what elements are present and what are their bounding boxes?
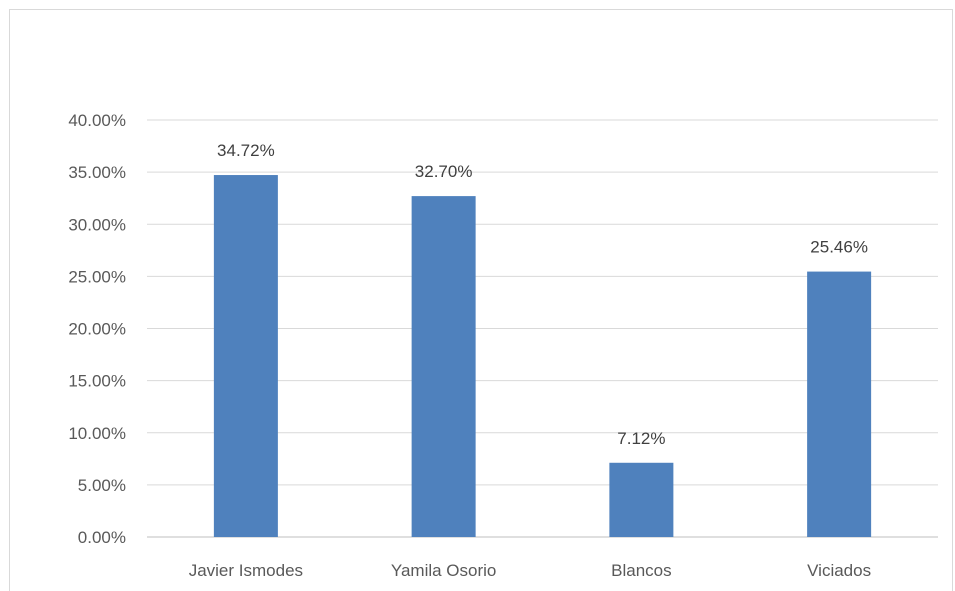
data-label: 34.72%: [217, 141, 275, 160]
data-labels: 34.72% 32.70% 7.12% 25.46%: [217, 141, 868, 448]
x-category-label: Javier Ismodes: [189, 561, 303, 580]
y-axis-ticks: 0.00% 5.00% 10.00% 15.00% 20.00% 25.00% 30.00%…: [68, 111, 126, 547]
y-tick-label: 5.00%: [78, 476, 126, 495]
y-tick-label: 40.00%: [68, 111, 126, 130]
x-category-label: Blancos: [611, 561, 671, 580]
y-tick-label: 30.00%: [68, 215, 126, 234]
x-axis-categories: Javier Ismodes Yamila Osorio Blancos Viciad…: [189, 561, 871, 580]
x-category-label: Yamila Osorio: [391, 561, 497, 580]
y-tick-label: 15.00%: [68, 372, 126, 391]
data-label: 32.70%: [415, 162, 473, 181]
y-tick-label: 35.00%: [68, 163, 126, 182]
data-label: 25.46%: [810, 238, 868, 257]
bar: [807, 271, 872, 537]
y-tick-label: 10.00%: [68, 424, 126, 443]
y-tick-label: 25.00%: [68, 267, 126, 286]
bar: [411, 196, 476, 538]
data-label: 7.12%: [617, 429, 665, 448]
bars: [213, 175, 872, 538]
y-tick-label: 20.00%: [68, 320, 126, 339]
x-category-label: Viciados: [807, 561, 871, 580]
bar: [213, 175, 278, 537]
chart-frame: [9, 9, 953, 591]
y-tick-label: 0.00%: [78, 528, 126, 547]
bar: [609, 462, 674, 537]
gridlines: [147, 119, 938, 538]
